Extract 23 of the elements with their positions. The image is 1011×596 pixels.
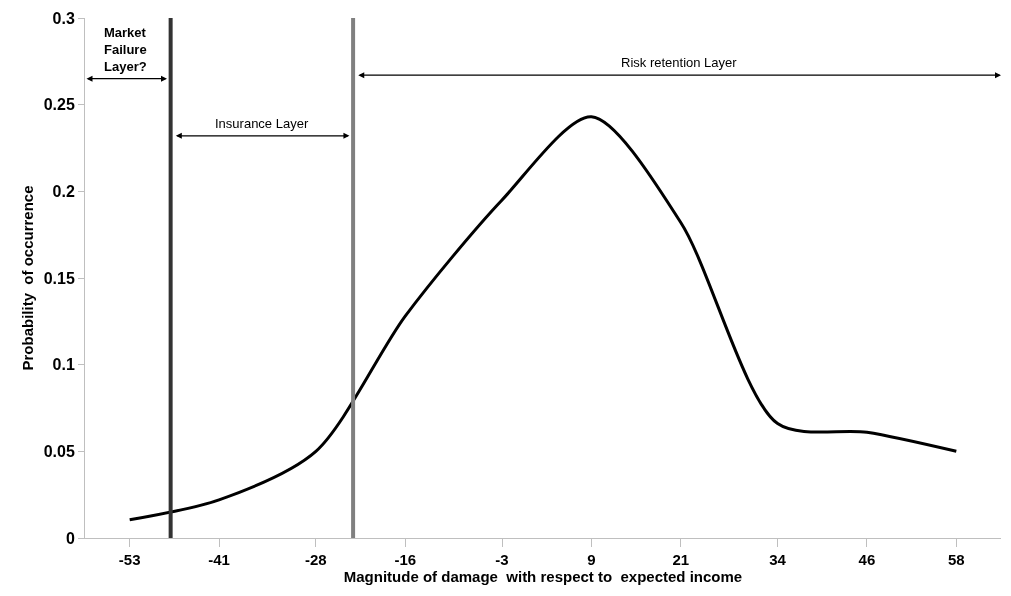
y-tick-label: 0 [65, 529, 75, 547]
x-tick-label: 21 [672, 551, 690, 568]
x-tick-label: -28 [305, 551, 327, 568]
y-tick-label: 0.1 [52, 356, 75, 374]
x-tick-label: 58 [947, 551, 965, 568]
y-axis-title: Probability of occurrence [18, 185, 36, 371]
annotation: Market Failure Layer? [104, 25, 147, 74]
x-tick-label: 9 [587, 551, 596, 568]
y-tick-label: 0.25 [43, 96, 75, 114]
x-axis-title: Magnitude of damage with respect to expected income [343, 568, 743, 585]
line-series [128, 115, 958, 522]
y-tick-label: 0.3 [52, 9, 75, 27]
annotation: Insurance Layer [215, 116, 309, 131]
x-tick-label: -16 [394, 551, 417, 568]
y-tick-label: 0.05 [43, 442, 75, 460]
x-tick-label: 34 [769, 551, 787, 568]
x-tick-label: -3 [495, 551, 509, 568]
x-tick-label: -53 [118, 551, 141, 568]
y-tick-label: 0.2 [52, 182, 75, 200]
y-tick-label: 0.15 [43, 269, 75, 287]
x-tick-label: -41 [208, 551, 230, 568]
annotation: Risk retention Layer [621, 55, 738, 70]
x-tick-label: 46 [858, 551, 876, 568]
